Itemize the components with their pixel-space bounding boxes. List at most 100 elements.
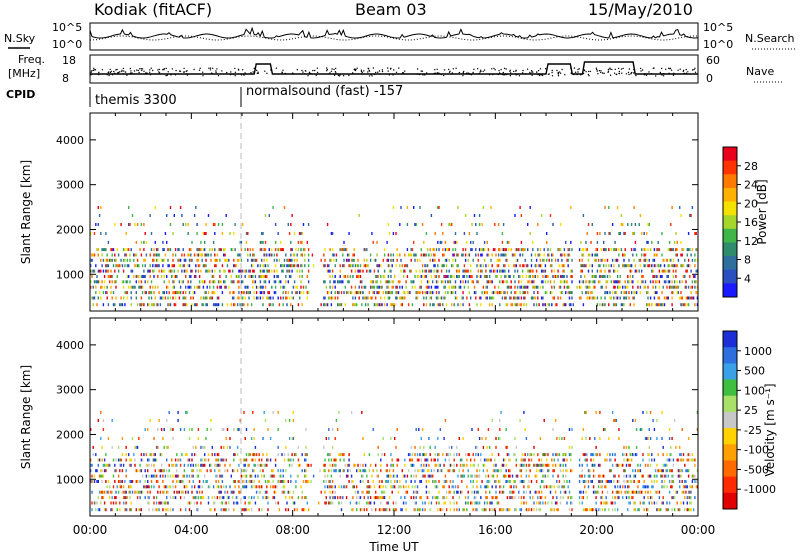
heatmap-cell [148,485,150,489]
heatmap-cell [163,445,165,449]
heatmap-cell [243,496,245,500]
heatmap-cell [597,280,600,284]
heatmap-cell [283,480,286,483]
heatmap-cell [666,469,668,473]
heatmap-cell [470,264,472,268]
heatmap-cell [510,248,512,252]
heatmap-cell [454,296,457,300]
heatmap-cell [340,496,343,500]
heatmap-cell [150,485,153,489]
heatmap-cell [223,508,225,512]
nave-point [113,70,115,73]
heatmap-cell [634,501,637,505]
heatmap-cell [249,269,251,273]
heatmap-cell [178,291,181,295]
heatmap-cell [144,496,146,500]
heatmap-cell [172,437,174,440]
heatmap-cell [348,458,350,462]
heatmap-cell [521,248,524,252]
heatmap-cell [452,480,454,483]
heatmap-cell [91,275,93,278]
heatmap-cell [90,280,92,284]
heatmap-cell [462,303,464,307]
heatmap-cell [419,206,421,209]
heatmap-cell [654,280,657,284]
heatmap-cell [615,296,618,300]
heatmap-cell [486,480,488,483]
heatmap-cell [552,428,554,431]
heatmap-cell [552,453,554,457]
heatmap-cell [440,296,443,300]
nave-point [124,71,127,73]
heatmap-cell [135,508,137,512]
heatmap-cell [196,223,198,226]
heatmap-cell [477,253,479,257]
heatmap-cell [202,496,205,500]
heatmap-cell [101,458,103,462]
heatmap-cell [413,463,415,467]
heatmap-cell [505,280,507,284]
heatmap-cell [691,285,694,289]
heatmap-cell [395,445,397,449]
heatmap-cell [212,223,215,226]
heatmap-cell [625,480,628,483]
nave-point [139,68,141,70]
heatmap-cell [217,223,220,226]
heatmap-cell [236,453,239,457]
heatmap-cell [439,428,441,431]
nave-point [179,70,182,72]
heatmap-cell [639,214,642,217]
nave-point [643,74,646,76]
heatmap-cell [429,258,431,262]
heatmap-cell [220,501,222,505]
heatmap-cell [154,508,156,512]
heatmap-cell [397,291,400,295]
heatmap-cell [582,280,585,284]
heatmap-cell [548,469,550,473]
nave-point [618,72,621,75]
heatmap-cell [352,508,354,512]
heatmap-cell [696,285,699,289]
heatmap-cell [201,303,203,307]
heatmap-cell [410,480,412,483]
heatmap-cell [540,280,543,284]
heatmap-cell [201,258,203,262]
heatmap-cell [217,469,220,473]
heatmap-cell [258,275,260,278]
heatmap-cell [691,206,694,209]
heatmap-cell [216,463,219,467]
heatmap-cell [100,232,102,235]
heatmap-cell [283,206,286,209]
heatmap-cell [600,248,602,252]
heatmap-cell [200,469,202,473]
heatmap-cell [233,428,235,431]
heatmap-cell [353,253,355,257]
heatmap-cell [418,428,420,431]
heatmap-cell [295,248,297,252]
heatmap-cell [188,480,191,483]
heatmap-cell [680,264,682,268]
heatmap-cell [528,458,530,462]
heatmap-cell [483,258,486,262]
heatmap-cell [506,496,509,500]
heatmap-cell [671,280,673,284]
heatmap-cell [525,437,528,440]
nsky-tick-bottom: 10^0 [52,38,82,51]
heatmap-cell [546,275,548,278]
heatmap-cell [186,485,188,489]
heatmap-cell [125,291,127,295]
heatmap-cell [665,469,667,473]
heatmap-cell [443,285,445,289]
heatmap-cell [291,258,293,262]
heatmap-cell [513,275,515,278]
heatmap-cell [454,285,457,289]
heatmap-cell [369,258,372,262]
heatmap-cell [259,469,262,473]
heatmap-cell [421,275,424,278]
heatmap-cell [219,469,221,473]
heatmap-cell [93,269,96,273]
heatmap-cell [437,458,439,462]
heatmap-cell [671,303,673,307]
heatmap-cell [190,285,192,289]
heatmap-cell [571,501,573,505]
